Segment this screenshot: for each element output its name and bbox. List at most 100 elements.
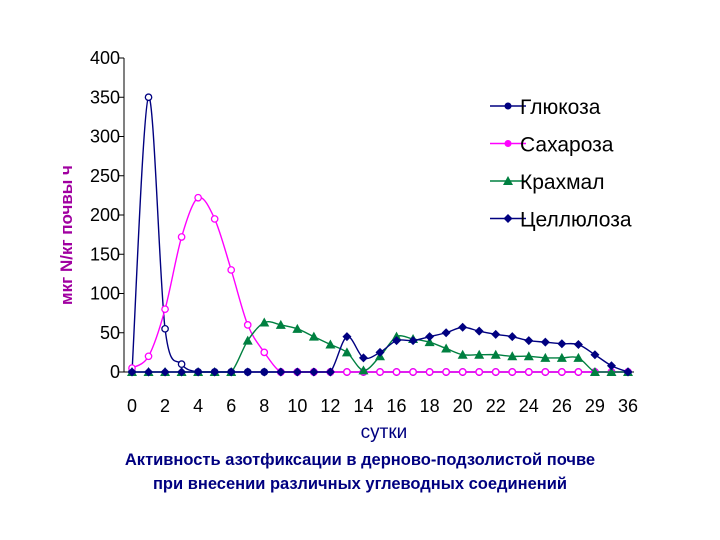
data-point [292, 323, 303, 333]
x-tick-label: 8 [259, 396, 269, 416]
data-point [341, 347, 352, 357]
data-point [508, 368, 517, 376]
x-tick-label: 16 [387, 396, 407, 416]
data-point [573, 340, 583, 350]
x-tick-label: 24 [519, 396, 539, 416]
legend: Глюкоза Сахароза Крахмал Целлюлоза [490, 96, 632, 232]
data-point [490, 349, 501, 359]
data-point [358, 365, 369, 375]
data-point [193, 367, 203, 377]
legend-marker [503, 214, 513, 223]
data-point [541, 368, 550, 376]
data-point [590, 350, 600, 360]
data-point [227, 266, 236, 274]
data-point [243, 321, 252, 329]
data-point [127, 367, 137, 377]
data-point [177, 367, 187, 377]
caption-line-2: при внесении различных углеводных соедин… [152, 475, 568, 493]
legend-label: Сахароза [520, 134, 614, 157]
data-point [409, 368, 417, 376]
data-point [524, 368, 533, 376]
data-point [458, 368, 467, 376]
x-tick-label: 10 [287, 396, 307, 416]
data-point [309, 367, 319, 377]
x-tick-label: 4 [193, 396, 203, 416]
data-point [242, 335, 253, 345]
data-point [325, 367, 335, 377]
data-point [308, 331, 319, 341]
y-tick-label: 150 [90, 244, 120, 264]
data-point [358, 353, 368, 363]
y-tick-label: 100 [90, 284, 120, 304]
data-point [606, 361, 616, 371]
data-point [573, 352, 584, 362]
data-point [589, 367, 600, 376]
data-point [424, 337, 435, 347]
x-tick-labels: 0 2 4 6 8 10 12 14 16 18 20 22 24 26 29 36 [127, 396, 638, 416]
y-tick-label: 50 [100, 323, 120, 343]
series-3 [127, 317, 633, 376]
data-point [392, 368, 401, 376]
data-point [226, 367, 236, 377]
data-point [474, 326, 484, 336]
data-point [144, 367, 154, 377]
data-series [127, 93, 633, 377]
data-point [276, 367, 286, 377]
y-axis-label: мкг N/кг почвы ч [57, 165, 76, 305]
x-tick-label: 26 [552, 396, 572, 416]
data-point [259, 367, 269, 377]
data-point [524, 336, 534, 346]
data-point [194, 193, 202, 202]
data-point [292, 367, 302, 377]
data-point [491, 329, 501, 339]
data-point [441, 328, 451, 338]
series-4 [127, 322, 633, 377]
data-point [375, 347, 385, 357]
data-point [161, 305, 169, 314]
data-point [540, 352, 551, 362]
data-point [161, 324, 169, 333]
data-point [491, 368, 500, 376]
data-point [275, 319, 286, 329]
data-point [342, 332, 352, 342]
data-point [343, 368, 351, 376]
data-point [144, 352, 153, 361]
data-point [557, 339, 567, 349]
data-point [325, 339, 336, 349]
series-line [132, 321, 628, 373]
data-point [458, 322, 468, 332]
y-tick-label: 350 [90, 87, 120, 107]
y-tick-label: 0 [110, 362, 120, 382]
data-point [260, 348, 269, 357]
data-point [210, 215, 219, 223]
x-axis-label: сутки [361, 422, 408, 443]
data-point [474, 349, 485, 359]
data-point [441, 343, 452, 353]
x-tick-label: 2 [160, 396, 170, 416]
data-point [210, 367, 220, 377]
data-point [457, 349, 468, 359]
data-point [606, 367, 617, 376]
data-point [623, 367, 633, 377]
data-point [144, 93, 153, 102]
data-point [540, 337, 550, 347]
data-point [507, 351, 518, 361]
y-tick-label: 250 [90, 166, 120, 186]
data-point [556, 352, 567, 362]
legend-marker [503, 176, 513, 185]
x-tick-label: 14 [353, 396, 373, 416]
x-tick-label: 12 [320, 396, 340, 416]
x-tick-label: 0 [127, 396, 137, 416]
data-point [160, 367, 170, 377]
y-tick-label: 300 [90, 127, 120, 147]
data-point [425, 368, 434, 376]
legend-item-4: Целлюлоза [490, 209, 632, 232]
data-point [177, 233, 186, 241]
legend-label: Крахмал [520, 171, 604, 194]
legend-item-3: Крахмал [490, 171, 604, 194]
x-tick-label: 29 [585, 396, 605, 416]
data-point [442, 368, 450, 376]
legend-marker [504, 140, 512, 147]
data-point [523, 351, 534, 361]
